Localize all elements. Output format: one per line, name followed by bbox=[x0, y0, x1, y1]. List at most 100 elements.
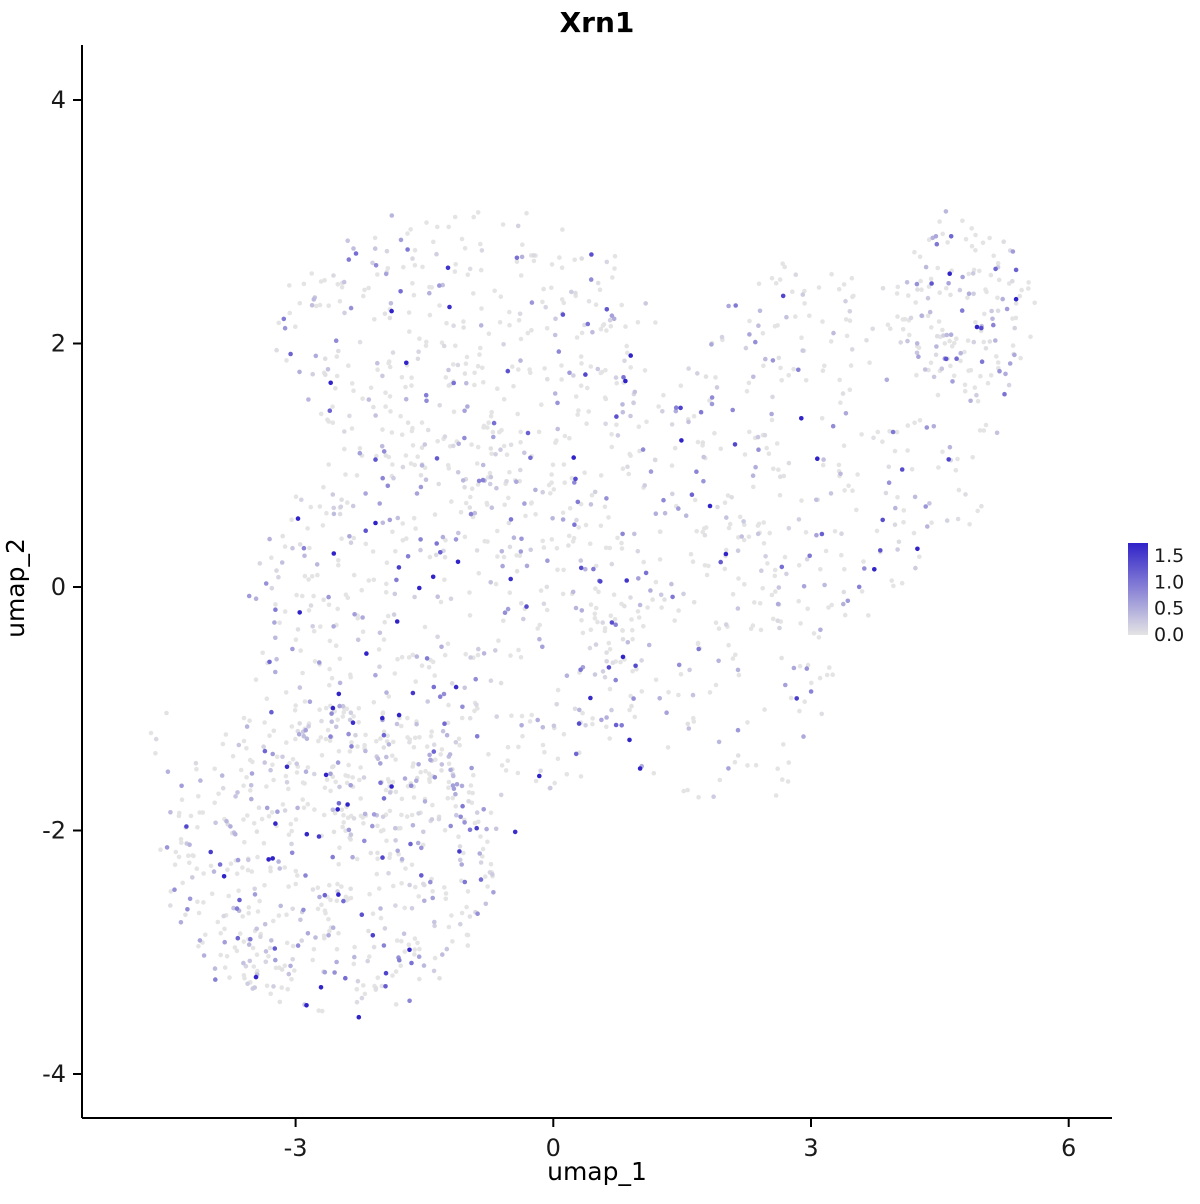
data-point bbox=[800, 292, 806, 297]
data-point bbox=[577, 707, 582, 713]
data-point bbox=[559, 363, 564, 368]
data-point bbox=[376, 647, 382, 652]
data-point bbox=[735, 753, 741, 758]
data-point bbox=[451, 773, 456, 779]
data-point bbox=[148, 730, 154, 736]
data-point bbox=[755, 434, 761, 440]
data-point bbox=[286, 786, 291, 792]
data-point bbox=[782, 264, 787, 270]
data-point bbox=[322, 908, 328, 913]
data-point bbox=[241, 817, 246, 822]
data-point bbox=[841, 601, 846, 607]
data-point bbox=[384, 581, 389, 587]
data-point bbox=[775, 618, 780, 623]
data-point bbox=[406, 655, 412, 660]
data-point bbox=[578, 774, 584, 779]
data-point bbox=[620, 637, 626, 642]
data-point bbox=[773, 793, 779, 798]
data-point bbox=[916, 354, 921, 360]
data-point bbox=[579, 256, 584, 261]
data-point bbox=[713, 682, 719, 688]
data-point bbox=[722, 500, 728, 506]
data-point bbox=[362, 287, 367, 293]
data-point bbox=[328, 771, 333, 777]
data-point bbox=[486, 331, 492, 337]
data-point bbox=[405, 247, 410, 252]
data-point bbox=[410, 256, 415, 261]
data-point bbox=[446, 779, 452, 785]
data-point bbox=[380, 855, 385, 860]
data-point bbox=[342, 446, 347, 452]
data-point bbox=[396, 852, 401, 857]
data-point bbox=[359, 587, 365, 593]
data-point bbox=[968, 398, 973, 404]
data-point bbox=[814, 532, 819, 538]
data-point bbox=[413, 884, 418, 890]
data-point bbox=[746, 534, 752, 540]
data-point bbox=[458, 814, 464, 820]
data-point bbox=[507, 469, 512, 475]
data-point bbox=[241, 715, 247, 721]
data-point bbox=[552, 332, 558, 338]
data-point bbox=[946, 281, 951, 286]
data-point bbox=[777, 492, 783, 498]
data-point bbox=[625, 640, 631, 645]
data-point bbox=[826, 605, 831, 610]
data-point bbox=[602, 395, 608, 401]
data-point bbox=[311, 297, 317, 302]
data-point bbox=[254, 952, 260, 957]
data-point bbox=[453, 262, 459, 267]
data-point bbox=[805, 606, 810, 612]
data-point bbox=[209, 891, 215, 897]
data-point bbox=[203, 932, 208, 938]
data-point bbox=[344, 706, 350, 712]
data-point bbox=[218, 930, 223, 936]
data-point bbox=[490, 872, 495, 877]
data-point bbox=[471, 214, 477, 220]
data-point bbox=[518, 358, 523, 363]
data-point bbox=[702, 563, 708, 568]
data-point bbox=[384, 838, 389, 844]
data-point bbox=[569, 476, 575, 481]
data-point bbox=[489, 451, 494, 457]
data-point bbox=[609, 313, 615, 319]
data-point bbox=[609, 444, 615, 450]
data-point bbox=[606, 640, 612, 646]
data-point bbox=[729, 495, 734, 500]
data-point bbox=[657, 557, 663, 562]
data-point bbox=[276, 913, 282, 918]
data-point bbox=[572, 522, 577, 527]
data-point bbox=[614, 414, 619, 419]
data-point bbox=[772, 573, 778, 579]
data-point bbox=[926, 284, 932, 289]
data-point bbox=[505, 758, 511, 763]
data-point bbox=[398, 413, 403, 419]
data-point bbox=[656, 404, 661, 409]
data-point bbox=[773, 281, 779, 286]
data-point bbox=[980, 240, 986, 246]
data-point bbox=[954, 356, 959, 362]
data-point bbox=[814, 497, 819, 503]
data-point bbox=[958, 358, 963, 364]
data-point bbox=[481, 380, 486, 385]
data-point bbox=[327, 682, 332, 688]
data-point bbox=[471, 291, 476, 296]
data-point bbox=[300, 670, 305, 676]
data-point bbox=[816, 285, 822, 290]
data-point bbox=[479, 248, 485, 253]
data-point bbox=[350, 720, 356, 725]
data-point bbox=[438, 599, 444, 605]
data-point bbox=[421, 829, 426, 835]
data-point bbox=[282, 609, 288, 614]
legend-tick-label: 0.5 bbox=[1154, 598, 1184, 620]
data-point bbox=[944, 332, 950, 338]
data-point bbox=[694, 528, 699, 534]
data-point bbox=[613, 677, 618, 683]
data-point bbox=[371, 404, 376, 410]
data-point bbox=[735, 548, 741, 553]
data-point bbox=[248, 788, 253, 793]
data-point bbox=[448, 823, 454, 829]
data-point bbox=[289, 517, 294, 522]
data-point bbox=[393, 825, 398, 831]
data-point bbox=[482, 538, 488, 544]
